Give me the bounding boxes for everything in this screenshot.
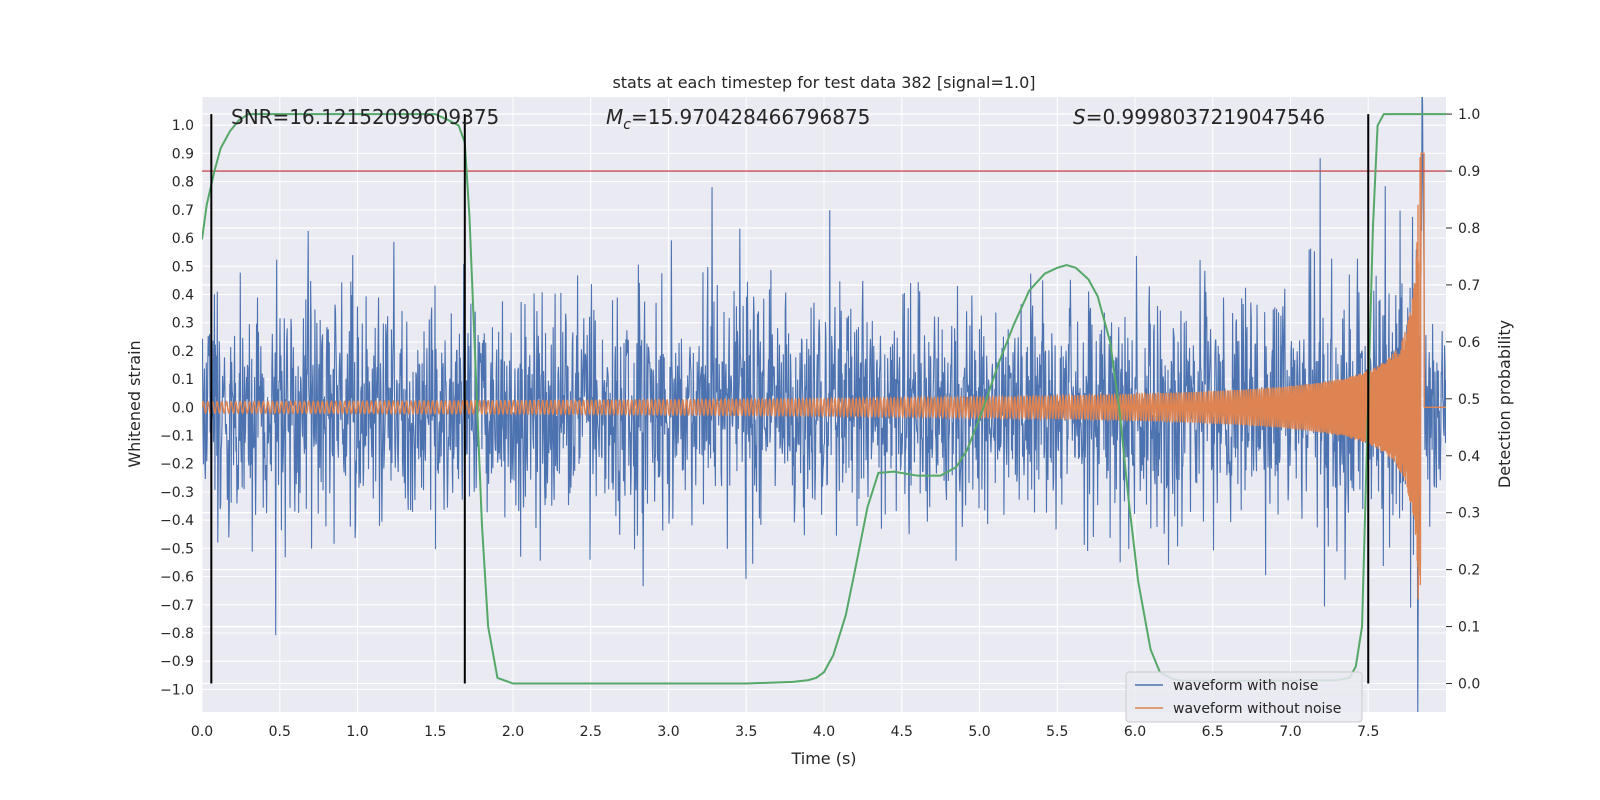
x-tick-label: 1.5 bbox=[424, 724, 446, 740]
x-tick-label: 2.5 bbox=[580, 724, 602, 740]
s-annotation: S=0.9998037219047546 bbox=[1073, 105, 1325, 129]
y-tick-label: 0.1 bbox=[172, 372, 194, 388]
y-tick-label: −0.1 bbox=[160, 429, 194, 445]
y-axis-label: Whitened strain bbox=[125, 340, 144, 467]
y-right-tick-label: 0.4 bbox=[1458, 449, 1480, 465]
y-tick-label: 0.7 bbox=[172, 203, 194, 219]
y-tick-label: −0.8 bbox=[160, 626, 194, 642]
y-right-axis-ticks: 0.0 0.1 0.2 0.3 0.4 0.5 0.6 0.7 0.8 0.9 1.0 bbox=[1446, 107, 1480, 693]
x-axis-ticks: 0.0 0.5 1.0 1.5 2.0 2.5 3.0 3.5 4.0 4.5 5.0 5.5 6.0 6… bbox=[191, 724, 1380, 740]
x-tick-label: 0.5 bbox=[269, 724, 291, 740]
y-right-tick-label: 0.6 bbox=[1458, 335, 1480, 351]
x-tick-label: 2.0 bbox=[502, 724, 524, 740]
y-tick-label: −0.3 bbox=[160, 485, 194, 501]
y-right-tick-label: 0.7 bbox=[1458, 278, 1480, 294]
y-axis-ticks: −1.0 −0.9 −0.8 −0.7 −0.6 −0.5 −0.4 −0.3 −0.2 −0.1… bbox=[160, 118, 194, 698]
x-tick-label: 5.5 bbox=[1046, 724, 1068, 740]
y-right-tick-label: 1.0 bbox=[1458, 107, 1480, 123]
mc-annotation: Mc=15.970428466796875 bbox=[606, 105, 870, 133]
y-tick-label: 1.0 bbox=[172, 118, 194, 134]
y-right-tick-label: 0.9 bbox=[1458, 164, 1480, 180]
waveform-with-noise-series bbox=[202, 97, 1446, 712]
x-tick-label: 6.5 bbox=[1202, 724, 1224, 740]
vertical-markers bbox=[210, 114, 1370, 684]
x-tick-label: 3.0 bbox=[657, 724, 679, 740]
legend-box bbox=[1125, 671, 1363, 723]
x-tick-label: 4.0 bbox=[813, 724, 835, 740]
x-tick-label: 7.5 bbox=[1357, 724, 1379, 740]
noise-waveform-line bbox=[202, 97, 1446, 712]
x-tick-label: 5.0 bbox=[968, 724, 990, 740]
x-tick-label: 1.0 bbox=[346, 724, 368, 740]
y-tick-label: −0.2 bbox=[160, 457, 194, 473]
y-tick-label: 0.5 bbox=[172, 259, 194, 275]
clean-waveform-line bbox=[202, 152, 1446, 600]
y-tick-label: 0.8 bbox=[172, 175, 194, 191]
x-tick-label: 6.0 bbox=[1124, 724, 1146, 740]
y-tick-label: −0.4 bbox=[160, 513, 194, 529]
x-tick-label: 0.0 bbox=[191, 724, 213, 740]
snr-annotation: SNR=16.12152099609375 bbox=[231, 105, 499, 129]
legend: waveform with noise waveform without noi… bbox=[1125, 671, 1363, 723]
y-tick-label: −1.0 bbox=[160, 682, 194, 698]
y-tick-label: 0.4 bbox=[172, 287, 194, 303]
y-right-tick-label: 0.8 bbox=[1458, 221, 1480, 237]
y-tick-label: 0.3 bbox=[172, 316, 194, 332]
y-tick-label: 0.0 bbox=[172, 400, 194, 416]
y-right-tick-label: 0.5 bbox=[1458, 392, 1480, 408]
legend-label-noise: waveform with noise bbox=[1173, 678, 1318, 694]
chart-title: stats at each timestep for test data 382… bbox=[612, 73, 1035, 92]
y-right-axis-label: Detection probability bbox=[1495, 320, 1514, 488]
y-right-tick-label: 0.1 bbox=[1458, 620, 1480, 636]
y-tick-label: 0.6 bbox=[172, 231, 194, 247]
y-tick-label: −0.7 bbox=[160, 598, 194, 614]
x-axis-label: Time (s) bbox=[790, 749, 856, 768]
y-right-tick-label: 0.2 bbox=[1458, 563, 1480, 579]
legend-label-clean: waveform without noise bbox=[1173, 701, 1341, 717]
y-tick-label: −0.9 bbox=[160, 654, 194, 670]
x-tick-label: 3.5 bbox=[735, 724, 757, 740]
y-tick-label: 0.9 bbox=[172, 146, 194, 162]
y-tick-label: −0.6 bbox=[160, 570, 194, 586]
y-right-tick-label: 0.3 bbox=[1458, 506, 1480, 522]
x-tick-label: 7.0 bbox=[1279, 724, 1301, 740]
y-tick-label: −0.5 bbox=[160, 541, 194, 557]
y-tick-label: 0.2 bbox=[172, 344, 194, 360]
y-right-tick-label: 0.0 bbox=[1458, 677, 1480, 693]
waveform-without-noise-series bbox=[202, 152, 1446, 600]
x-tick-label: 4.5 bbox=[891, 724, 913, 740]
